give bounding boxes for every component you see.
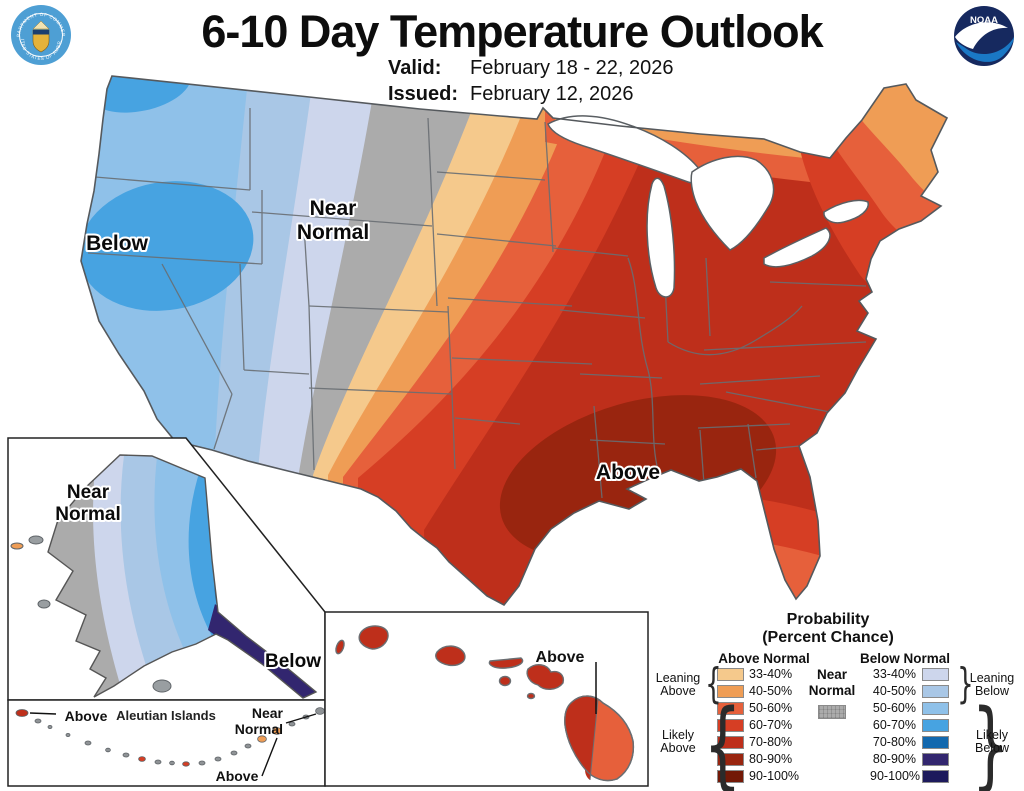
legend-below-bin-3: 50-60% xyxy=(872,701,916,715)
alaska-outline xyxy=(47,454,318,699)
aleutian-inset-box xyxy=(7,699,326,787)
legend-above-bin-6: 80-90% xyxy=(749,752,793,766)
alaska-small-islands xyxy=(10,535,172,693)
legend-below-bin-4: 60-70% xyxy=(872,718,916,732)
legend-below-bin-5: 70-80% xyxy=(872,735,916,749)
big-island-outline xyxy=(564,695,635,782)
legend-below-swatch-5 xyxy=(922,736,949,749)
band-below-60-70-ca xyxy=(81,181,254,311)
legend-above-swatch-1 xyxy=(717,668,744,681)
legend-below-swatch-1 xyxy=(922,668,949,681)
leaning-above-label: Leaning Above xyxy=(655,671,701,698)
conus-below-label: Below xyxy=(86,232,149,255)
legend-above-bin-2: 40-50% xyxy=(749,684,793,698)
legend-near-normal-swatch xyxy=(818,705,846,719)
kauai xyxy=(358,625,389,650)
legend-above-swatch-3 xyxy=(717,702,744,715)
aleutian-islands xyxy=(15,707,325,767)
legend-above-swatch-6 xyxy=(717,753,744,766)
lake-erie xyxy=(763,227,831,268)
oahu xyxy=(435,645,466,667)
likely-below-label: Likely Below xyxy=(974,728,1010,755)
legend-below-swatch-6 xyxy=(922,753,949,766)
lake-ontario xyxy=(823,199,869,224)
legend-below-swatch-7 xyxy=(922,770,949,783)
bracket-likely-below: } xyxy=(971,689,1010,791)
legend-above-swatch-5 xyxy=(717,736,744,749)
valid-label: Valid: xyxy=(388,57,442,79)
aleutian-pointer-lines xyxy=(29,712,317,777)
bracket-leaning-above: { xyxy=(705,659,722,708)
legend-above-bin-3: 50-60% xyxy=(749,701,793,715)
legend: Probability (Percent Chance) Above Norma… xyxy=(648,611,1024,791)
issued-date: February 12, 2026 xyxy=(470,83,634,105)
leaning-below-label: Leaning Below xyxy=(969,671,1015,698)
legend-below-bin-7: 90-100% xyxy=(870,769,921,783)
conus-near-label-2: Normal xyxy=(297,221,369,244)
great-lakes xyxy=(547,115,869,298)
legend-above-swatch-7 xyxy=(717,770,744,783)
legend-title: Probability xyxy=(786,611,870,628)
noaa-logo-icon: NOAA xyxy=(954,6,1014,66)
legend-below-bin-2: 40-50% xyxy=(872,684,916,698)
hawaii-above-label: Above xyxy=(536,649,585,666)
band-below-60-70-nw xyxy=(88,76,192,113)
kahoolawe xyxy=(526,692,536,700)
alaska-near-label-2: Normal xyxy=(55,504,120,525)
bracket-likely-above: { xyxy=(703,689,742,791)
legend-subtitle: (Percent Chance) xyxy=(762,629,894,646)
aleutian-near-label-2: Normal xyxy=(235,721,283,737)
legend-above-bin-7: 90-100% xyxy=(749,769,800,783)
alaska-below-label: Below xyxy=(265,651,321,672)
legend-above-bin-1: 33-40% xyxy=(749,667,793,681)
legend-near-normal-1: Near xyxy=(816,667,848,682)
issued-label: Issued: xyxy=(388,83,459,105)
legend-above-header: Above Normal xyxy=(718,651,810,666)
lanai xyxy=(498,675,512,687)
legend-below-header: Below Normal xyxy=(859,651,951,666)
band-ne-40-50 xyxy=(845,76,947,235)
lake-huron xyxy=(690,155,775,251)
molokai xyxy=(488,657,524,669)
aleutian-title: Aleutian Islands xyxy=(116,708,216,723)
aleutian-near-label-1: Near xyxy=(252,705,284,721)
legend-near-normal-2: Normal xyxy=(808,683,856,698)
lake-michigan xyxy=(646,177,676,298)
legend-above-bin-4: 60-70% xyxy=(749,718,793,732)
alaska-near-label-1: Near xyxy=(67,482,110,503)
conus-above-label: Above xyxy=(596,461,660,484)
legend-above-bin-5: 70-80% xyxy=(749,735,793,749)
date-block: Valid: February 18 - 22, 2026 Issued: Fe… xyxy=(388,55,673,107)
legend-above-swatch-2 xyxy=(717,685,744,698)
shield-icon xyxy=(32,29,50,53)
valid-date: February 18 - 22, 2026 xyxy=(470,57,674,79)
aleutian-above-bottom-label: Above xyxy=(216,768,259,784)
page-title: 6-10 Day Temperature Outlook xyxy=(201,6,823,57)
legend-below-bin-1: 33-40% xyxy=(872,667,916,681)
eagle-icon xyxy=(32,20,50,30)
gull-icon xyxy=(955,22,1008,49)
commerce-seal-icon: DEPARTMENT OF COMMERCE UNITED STATES OF … xyxy=(10,4,71,65)
bracket-leaning-below: } xyxy=(957,659,974,708)
likely-above-label: Likely Above xyxy=(660,728,696,755)
legend-below-swatch-2 xyxy=(922,685,949,698)
aleutian-above-left-label: Above xyxy=(65,708,108,724)
conus-outline xyxy=(80,75,949,607)
conus-near-label-1: Near xyxy=(310,197,357,220)
legend-below-swatch-3 xyxy=(922,702,949,715)
legend-below-swatch-4 xyxy=(922,719,949,732)
legend-above-swatch-4 xyxy=(717,719,744,732)
maui xyxy=(526,664,565,690)
big-island-west xyxy=(564,695,598,780)
noaa-text: NOAA xyxy=(970,15,998,26)
legend-below-bin-6: 80-90% xyxy=(872,752,916,766)
hawaii-islands xyxy=(335,625,635,782)
